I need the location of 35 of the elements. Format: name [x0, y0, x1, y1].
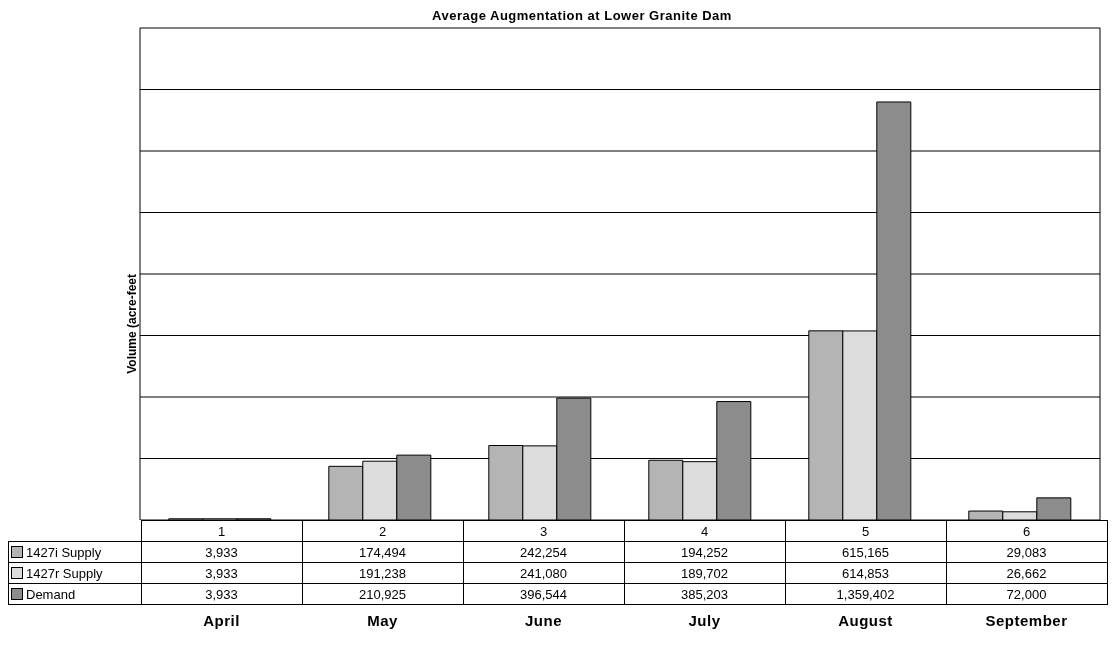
data-label: 242,254: [463, 541, 624, 563]
text: 2: [302, 520, 463, 542]
x-tick-label: May: [366, 610, 399, 631]
data-label: 3,933: [141, 562, 302, 584]
y-axis-title: Volume (acre-feet: [125, 274, 140, 374]
legend-label: Demand: [8, 583, 141, 605]
chart-title: Average Augmentation at Lower Granite Dam: [431, 8, 733, 24]
x-tick-label: April: [202, 610, 241, 631]
text: 1: [141, 520, 302, 542]
data-label: 241,080: [463, 562, 624, 584]
data-label: 72,000: [946, 583, 1107, 605]
data-label: 614,853: [785, 562, 946, 584]
data-label: 396,544: [463, 583, 624, 605]
data-label: 26,662: [946, 562, 1107, 584]
data-label: 1,359,402: [785, 583, 946, 605]
legend-label: 1427i Supply: [8, 541, 141, 563]
data-label: 191,238: [302, 562, 463, 584]
legend-label: 1427r Supply: [8, 562, 141, 584]
text: 6: [946, 520, 1107, 542]
data-label: 174,494: [302, 541, 463, 563]
text: 5: [785, 520, 946, 542]
data-label: 3,933: [141, 541, 302, 563]
x-tick-label: July: [687, 610, 722, 631]
data-label: 3,933: [141, 583, 302, 605]
text: 3: [463, 520, 624, 542]
x-tick-label: June: [524, 610, 563, 631]
data-label: 210,925: [302, 583, 463, 605]
text: 4: [624, 520, 785, 542]
data-label: 615,165: [785, 541, 946, 563]
x-tick-label: August: [837, 610, 894, 631]
data-label: 194,252: [624, 541, 785, 563]
data-label: 385,203: [624, 583, 785, 605]
data-label: 189,702: [624, 562, 785, 584]
data-label: 29,083: [946, 541, 1107, 563]
x-tick-label: September: [984, 610, 1069, 631]
